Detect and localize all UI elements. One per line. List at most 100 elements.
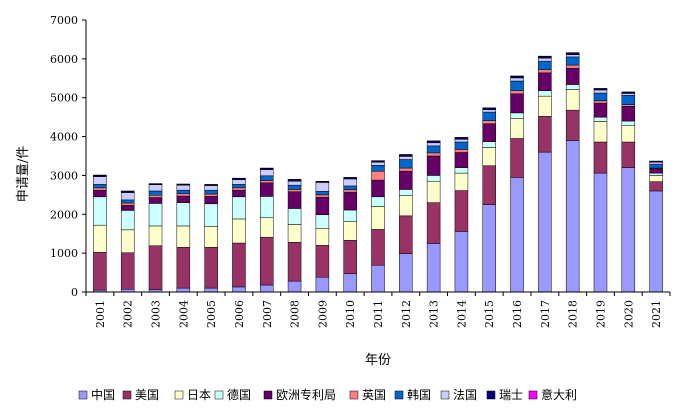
y-tick-label: 1000 xyxy=(50,247,78,260)
bar-2019-series-2 xyxy=(593,121,608,143)
bar-2005-series-5 xyxy=(204,193,218,197)
bar-2019-series-4 xyxy=(593,102,608,118)
bar-2018-series-3 xyxy=(565,84,580,90)
y-tick-label: 0 xyxy=(71,286,78,299)
bar-2008-series-5 xyxy=(287,189,302,192)
y-tick-label: 6000 xyxy=(50,53,78,66)
bar-2011-series-5 xyxy=(371,170,385,181)
bar-2021-series-4 xyxy=(649,168,663,174)
bar-2001-series-4 xyxy=(93,189,107,198)
y-tick-label: 5000 xyxy=(50,92,78,105)
bar-2020-series-6 xyxy=(621,95,636,105)
bar-2012-series-4 xyxy=(399,170,413,190)
legend-label: 欧洲专利局 xyxy=(276,387,336,402)
legend-item-7: 法国 xyxy=(440,388,477,402)
bar-2001-series-7 xyxy=(93,176,107,185)
bar-2014-series-2 xyxy=(454,172,469,191)
bar-2018-series-2 xyxy=(565,89,580,111)
x-tick-label: 2011 xyxy=(372,300,385,328)
x-tick-label: 2005 xyxy=(205,300,218,328)
bar-2021-series-3 xyxy=(649,172,663,176)
x-tick-label: 2021 xyxy=(650,300,663,328)
bar-2014-series-3 xyxy=(454,167,469,174)
legend-item-8: 瑞士 xyxy=(486,388,523,402)
bar-2020-series-3 xyxy=(621,120,636,126)
bar-2005-series-4 xyxy=(204,196,218,205)
bar-2011-series-2 xyxy=(371,206,385,230)
bar-2006-series-5 xyxy=(232,187,246,191)
bar-2010-series-1 xyxy=(343,240,357,274)
x-axis: 2001 2002 2003 2004 2005 2006 2007 2008 2009 2010… xyxy=(85,291,671,328)
bar-2003-series-7 xyxy=(148,184,163,192)
bar-2018-series-0 xyxy=(565,140,580,293)
bar-2005-series-1 xyxy=(204,247,218,289)
x-axis-title: 年份 xyxy=(365,353,391,368)
legend-item-1: 美国 xyxy=(122,388,159,402)
bar-2012-series-2 xyxy=(399,195,413,217)
legend-label: 韩国 xyxy=(407,387,431,402)
y-tick-label: 7000 xyxy=(50,14,78,27)
bar-2020-series-0 xyxy=(621,167,636,293)
bar-2015-series-1 xyxy=(482,165,496,205)
bar-2003-series-2 xyxy=(148,225,163,247)
bar-2006-series-6 xyxy=(232,184,246,189)
bar-2010-series-6 xyxy=(343,185,357,191)
bar-2021-series-2 xyxy=(649,175,663,182)
bar-2008-series-0 xyxy=(287,280,302,293)
bar-2014-series-4 xyxy=(454,152,469,168)
legend-swatch xyxy=(122,390,132,400)
legend-swatch xyxy=(528,390,538,400)
bar-2017-series-5 xyxy=(538,69,552,74)
bar-2015-series-2 xyxy=(482,147,496,166)
bar-2008-series-2 xyxy=(287,224,302,243)
bar-2009-series-3 xyxy=(315,214,330,229)
plot-area xyxy=(93,52,663,293)
bar-2019-series-1 xyxy=(593,141,608,174)
bar-2003-series-1 xyxy=(148,245,163,290)
bar-2021-series-7 xyxy=(649,161,663,165)
bar-2006-series-7 xyxy=(232,179,246,185)
bar-2015-series-5 xyxy=(482,120,496,124)
legend-item-2: 日本 xyxy=(174,388,211,402)
x-tick-label: 2008 xyxy=(289,300,302,328)
legend-item-9: 意大利 xyxy=(528,387,577,402)
bar-2004-series-0 xyxy=(176,287,191,293)
legend-item-0: 中国 xyxy=(78,387,115,402)
bar-2002-series-4 xyxy=(120,205,135,211)
bar-2016-series-3 xyxy=(510,112,524,119)
bar-2008-series-7 xyxy=(287,181,302,186)
bar-2007-series-2 xyxy=(260,217,274,238)
bar-2011-series-7 xyxy=(371,161,385,166)
bar-2016-series-1 xyxy=(510,138,524,178)
legend-label: 日本 xyxy=(187,388,211,402)
bar-2013-series-5 xyxy=(426,152,441,157)
legend-label: 中国 xyxy=(91,387,115,402)
legend-swatch xyxy=(174,390,184,400)
y-tick-label: 3000 xyxy=(50,169,78,182)
legend-swatch xyxy=(486,390,496,400)
bar-2017-series-4 xyxy=(538,72,552,91)
bar-2015-series-6 xyxy=(482,111,496,121)
bar-2013-series-2 xyxy=(426,181,441,203)
bar-2007-series-4 xyxy=(260,182,274,197)
bar-2020-series-7 xyxy=(621,93,636,96)
bar-2019-series-6 xyxy=(593,92,608,102)
bar-2005-series-3 xyxy=(204,203,218,227)
x-tick-label: 2010 xyxy=(344,300,357,328)
bar-2009-series-1 xyxy=(315,245,330,278)
bar-2012-series-6 xyxy=(399,159,413,169)
y-tick-label: 2000 xyxy=(50,208,78,221)
bar-2011-series-6 xyxy=(371,165,385,172)
bar-2017-series-2 xyxy=(538,95,552,117)
bar-2021-series-6 xyxy=(649,163,663,169)
bar-2014-series-5 xyxy=(454,149,469,153)
bar-2019-series-3 xyxy=(593,116,608,122)
bar-2007-series-1 xyxy=(260,236,274,286)
bar-2002-series-7 xyxy=(120,192,135,201)
bar-2007-series-3 xyxy=(260,196,274,219)
bar-2006-series-3 xyxy=(232,196,246,220)
bar-2012-series-1 xyxy=(399,215,413,254)
bar-2011-series-1 xyxy=(371,229,385,266)
bar-2015-series-3 xyxy=(482,141,496,148)
bar-2001-series-5 xyxy=(93,187,107,191)
